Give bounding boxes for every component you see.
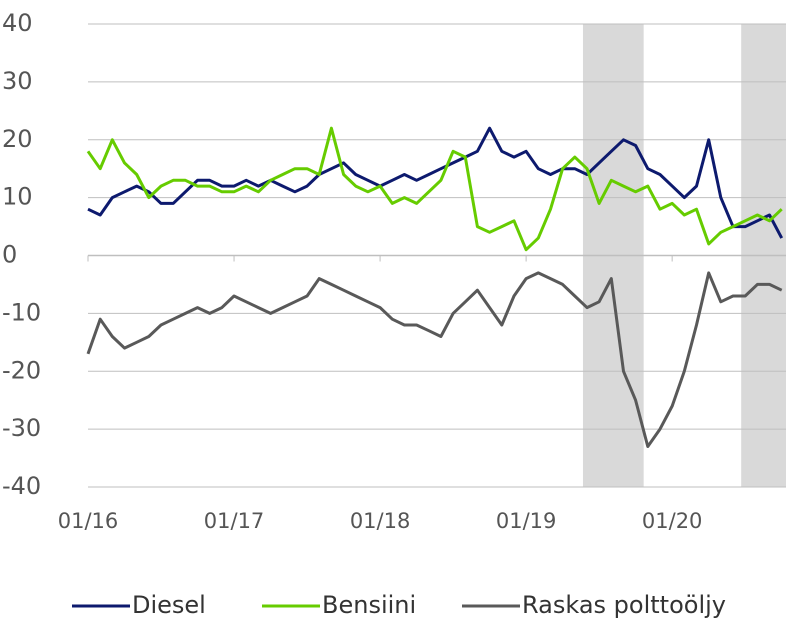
legend-label: Diesel — [132, 591, 206, 619]
legend: Diesel Bensiini Raskas polttoöljy — [72, 591, 726, 619]
plot-area: -40 -30 -20 -10 0 10 20 30 40 01/16 01/17 01/18 01/1… — [2, 9, 786, 533]
legend-label: Raskas polttoöljy — [522, 591, 726, 619]
y-tick-label: 40 — [2, 9, 33, 37]
y-tick-label: 20 — [2, 125, 33, 153]
series-line — [86, 271, 783, 448]
y-tick-label: -30 — [2, 414, 41, 442]
y-tick-label: 0 — [2, 241, 17, 269]
y-tick-label: 30 — [2, 67, 33, 95]
x-tick-label: 01/20 — [642, 509, 703, 533]
x-tick-label: 01/19 — [496, 509, 557, 533]
series-line — [86, 126, 783, 252]
series-line — [87, 126, 784, 239]
x-tick-label: 01/17 — [204, 509, 265, 533]
x-tick-label: 01/18 — [350, 509, 411, 533]
y-tick-label: -10 — [2, 298, 41, 326]
y-tick-label: -40 — [2, 472, 41, 500]
y-tick-label: -20 — [2, 356, 41, 384]
x-tick-label: 01/16 — [58, 509, 119, 533]
legend-label: Bensiini — [322, 591, 416, 619]
y-tick-label: 10 — [2, 183, 33, 211]
